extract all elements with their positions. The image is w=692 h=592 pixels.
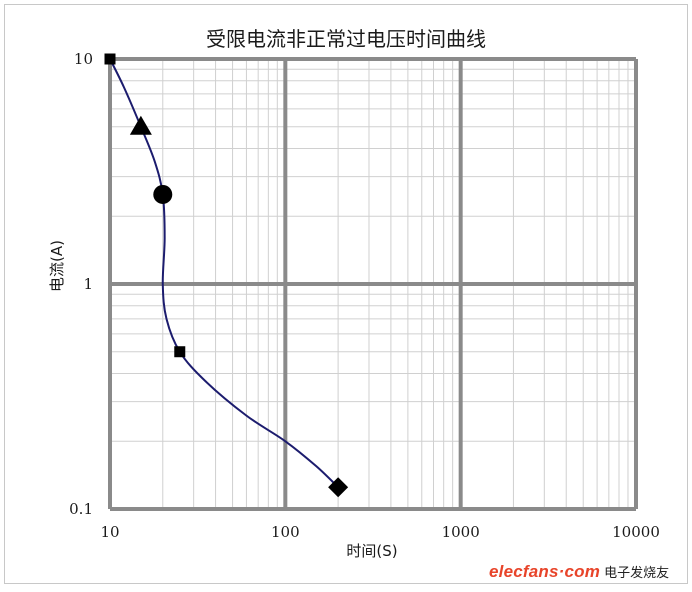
x-axis-label: 时间(S) xyxy=(346,542,397,560)
x-tick-label: 10000 xyxy=(612,523,660,541)
x-tick-label: 1000 xyxy=(442,523,480,541)
chart-title: 受限电流非正常过电压时间曲线 xyxy=(206,27,486,51)
diamond-marker xyxy=(328,477,349,498)
x-tick-label: 100 xyxy=(271,523,300,541)
watermark: elecfans·com 电子发烧友 xyxy=(489,562,679,582)
markers xyxy=(104,53,349,498)
chart-frame xyxy=(4,4,688,584)
square-marker xyxy=(174,346,186,358)
watermark-site: elecfans·com xyxy=(489,562,601,581)
y-tick-label: 10 xyxy=(74,50,93,68)
square-marker xyxy=(104,53,116,65)
y-tick-label: 1 xyxy=(83,275,93,293)
watermark-text: 电子发烧友 xyxy=(604,566,670,581)
y-tick-label: 0.1 xyxy=(69,500,93,518)
tick-labels: 10 100 1000 10000 10 1 0.1 xyxy=(69,50,660,541)
y-axis-label: 电流(A) xyxy=(48,240,66,292)
triangle-marker xyxy=(129,115,152,135)
grid xyxy=(108,57,638,511)
x-tick-label: 10 xyxy=(100,523,119,541)
circle-marker xyxy=(153,184,173,204)
